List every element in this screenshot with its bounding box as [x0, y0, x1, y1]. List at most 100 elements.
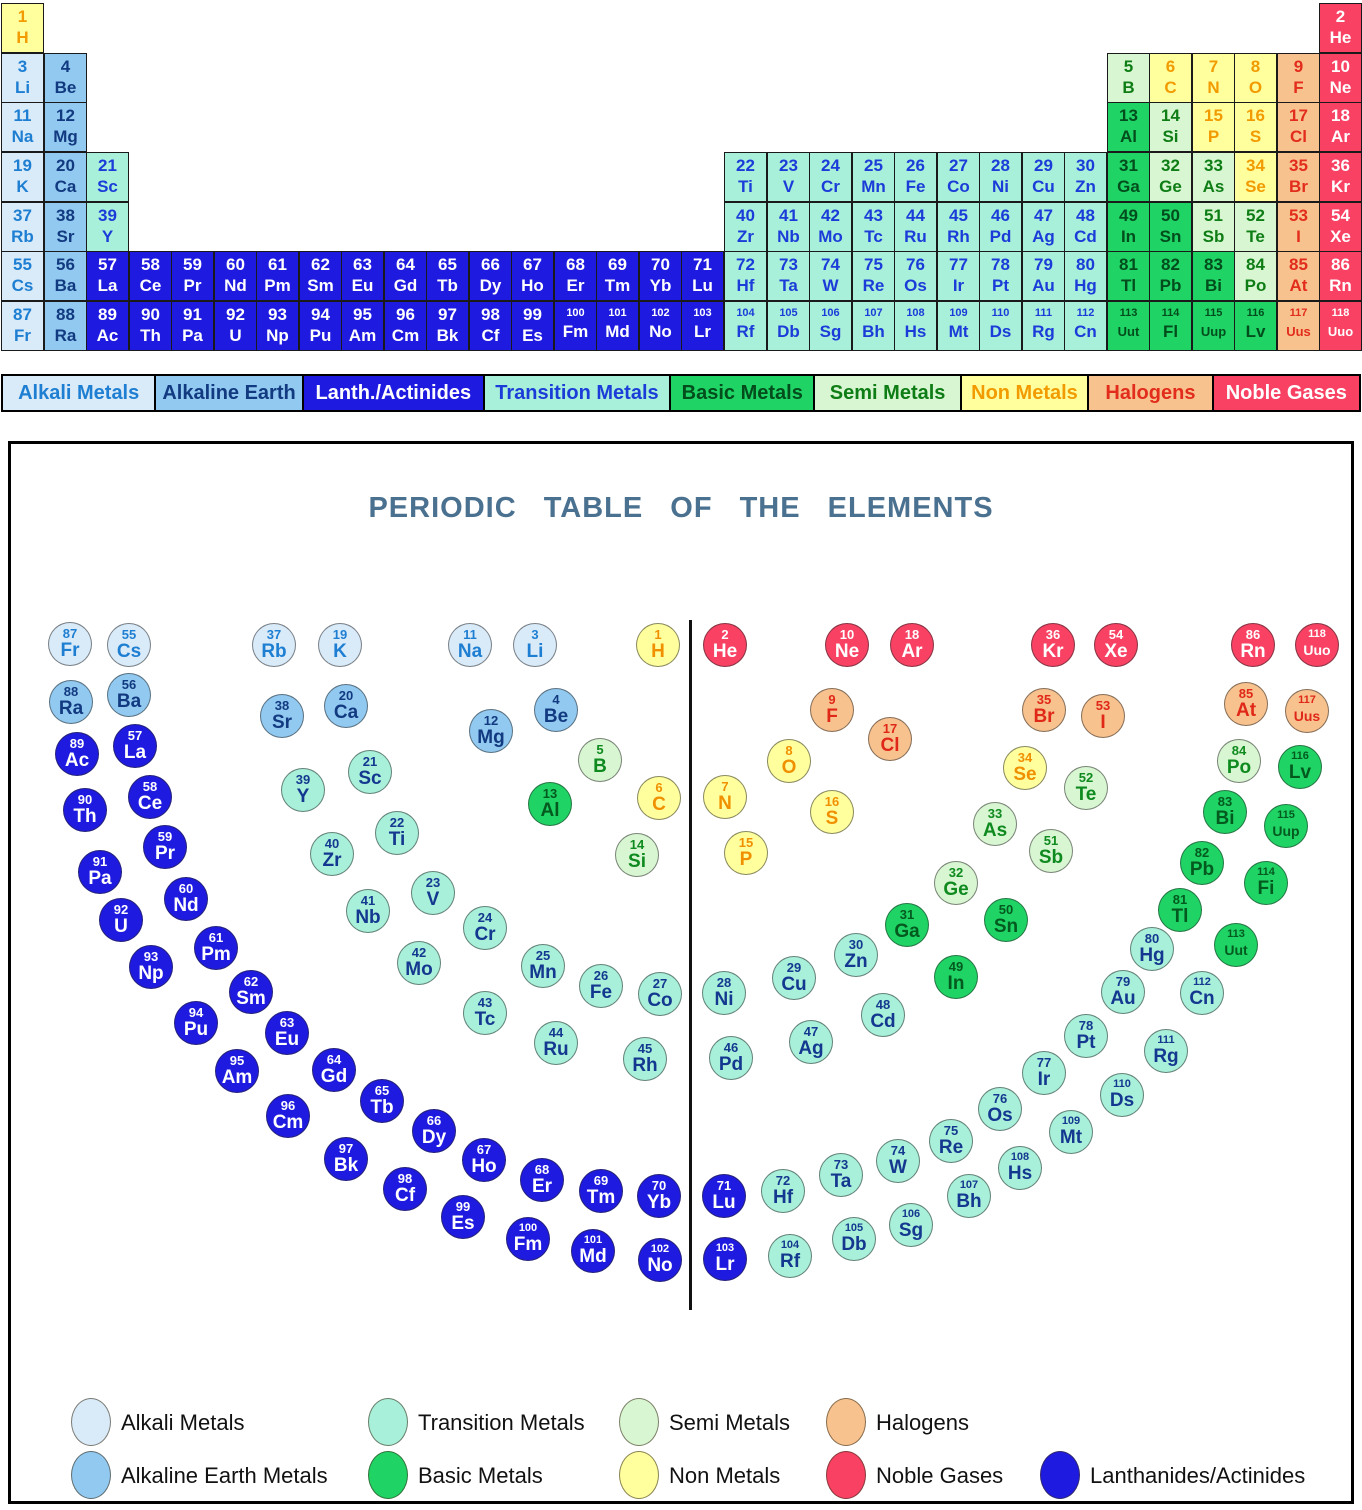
atomic-number: 51	[1043, 833, 1059, 848]
element-symbol: Ir	[1037, 1069, 1051, 1090]
element-symbol: B	[1122, 78, 1135, 97]
element-symbol: No	[647, 1255, 673, 1276]
element-symbol: Nb	[355, 907, 381, 928]
element-symbol: Lu	[712, 1192, 736, 1213]
element-symbol: W	[889, 1157, 907, 1178]
element-symbol: Hs	[904, 322, 927, 341]
element-circle-Pt: 78 Pt	[1064, 1014, 1108, 1058]
element-symbol: Ca	[54, 177, 77, 196]
element-circle-Sc: 21 Sc	[348, 750, 392, 794]
table-cell-Yb: 70 Yb	[639, 251, 682, 301]
table-cell-Os: 76 Os	[894, 251, 937, 301]
table-cell-Ga: 31 Ga	[1107, 152, 1150, 202]
table-cell-Bh: 107 Bh	[852, 301, 895, 351]
element-symbol: Sg	[898, 1220, 924, 1241]
atomic-number: 81	[1172, 892, 1188, 907]
table-cell-Pr: 59 Pr	[171, 251, 214, 301]
element-symbol: Hg	[1139, 945, 1165, 966]
element-symbol: Zr	[322, 850, 342, 871]
atomic-number: 77	[949, 255, 968, 274]
element-circle-Tb: 65 Tb	[360, 1079, 404, 1123]
atomic-number: 99	[523, 305, 542, 324]
atomic-number: 61	[268, 255, 287, 274]
element-symbol: Pt	[992, 276, 1009, 295]
table-cell-Lr: 103 Lr	[681, 301, 724, 351]
atomic-number: 16	[1246, 106, 1265, 125]
atomic-number: 88	[56, 305, 75, 324]
element-symbol: Y	[101, 227, 114, 246]
element-symbol: Ag	[1032, 227, 1055, 246]
element-symbol: Eu	[351, 276, 374, 295]
element-symbol: Cn	[1074, 322, 1097, 341]
legend-label: Semi Metals	[669, 1410, 791, 1435]
atomic-number: 35	[1036, 692, 1052, 707]
element-symbol: O	[781, 757, 797, 778]
element-circle-Nb: 41 Nb	[346, 889, 390, 933]
element-circle-Pa: 91 Pa	[78, 850, 122, 894]
element-symbol: Fr	[60, 640, 80, 661]
element-circle-Nd: 60 Nd	[164, 877, 208, 921]
element-symbol: Am	[348, 326, 377, 345]
element-symbol: Ge	[1159, 177, 1182, 196]
legend-bar-item-nonmetal: Non Metals	[959, 376, 1088, 410]
atomic-number: 38	[56, 206, 75, 225]
element-symbol: Rh	[947, 227, 970, 246]
element-circle-Bi: 83 Bi	[1203, 790, 1247, 834]
atomic-number: 101	[608, 307, 627, 319]
element-symbol: Rg	[1153, 1046, 1179, 1067]
table-cell-Ne: 10 Ne	[1319, 53, 1362, 103]
atomic-number: 28	[991, 156, 1010, 175]
atomic-number: 13	[1119, 106, 1138, 125]
atomic-number: 32	[948, 865, 964, 880]
atomic-number: 8	[1250, 57, 1261, 76]
atomic-number: 10	[1331, 57, 1350, 76]
legend-label: Basic Metals	[418, 1463, 543, 1488]
element-symbol: Lr	[715, 1254, 735, 1275]
atomic-number: 25	[864, 156, 883, 175]
atomic-number: 113	[1227, 928, 1245, 940]
element-circle-Y: 39 Y	[281, 768, 325, 812]
element-symbol: Cd	[1074, 227, 1097, 246]
element-symbol: Zr	[737, 227, 754, 246]
element-circle-Ir: 77 Ir	[1022, 1051, 1066, 1095]
element-symbol: V	[782, 177, 795, 196]
element-symbol: Y	[296, 786, 310, 807]
element-symbol: U	[114, 916, 128, 937]
atomic-number: 24	[821, 156, 840, 175]
atomic-number: 46	[991, 206, 1010, 225]
table-cell-Re: 75 Re	[852, 251, 895, 301]
element-symbol: Ne	[1329, 78, 1352, 97]
element-symbol: B	[593, 756, 607, 777]
atomic-number: 108	[906, 307, 925, 319]
element-circle-Ds: 110 Ds	[1100, 1073, 1144, 1117]
element-symbol: H	[16, 28, 29, 47]
atomic-number: 71	[693, 255, 712, 274]
atomic-number: 22	[389, 815, 405, 830]
legend-color-swatch	[71, 1451, 111, 1499]
atomic-number: 17	[882, 721, 898, 736]
element-symbol: Lu	[692, 276, 713, 295]
element-symbol: Re	[938, 1137, 964, 1158]
element-symbol: Se	[1013, 764, 1037, 785]
atomic-number: 95	[229, 1053, 245, 1068]
element-symbol: At	[1235, 700, 1257, 721]
element-symbol: Ho	[521, 276, 544, 295]
element-symbol: Xe	[1104, 641, 1128, 662]
element-circle-Ag: 47 Ag	[789, 1020, 833, 1064]
element-symbol: Te	[1246, 227, 1265, 246]
element-circle-Lv: 116 Lv	[1278, 745, 1322, 789]
element-circle-Ba: 56 Ba	[107, 673, 151, 717]
element-symbol: Th	[73, 806, 97, 827]
element-symbol: Cn	[1189, 988, 1215, 1009]
element-symbol: Db	[777, 322, 800, 341]
table-cell-Xe: 54 Xe	[1319, 202, 1362, 252]
table-cell-Ra: 88 Ra	[44, 301, 87, 351]
table-cell-Au: 79 Au	[1022, 251, 1065, 301]
atomic-number: 45	[637, 1041, 653, 1056]
atomic-number: 102	[650, 1243, 670, 1255]
atomic-number: 8	[785, 743, 793, 758]
atomic-number: 84	[1246, 255, 1265, 274]
element-circle-Pr: 59 Pr	[143, 825, 187, 869]
atomic-number: 43	[864, 206, 883, 225]
